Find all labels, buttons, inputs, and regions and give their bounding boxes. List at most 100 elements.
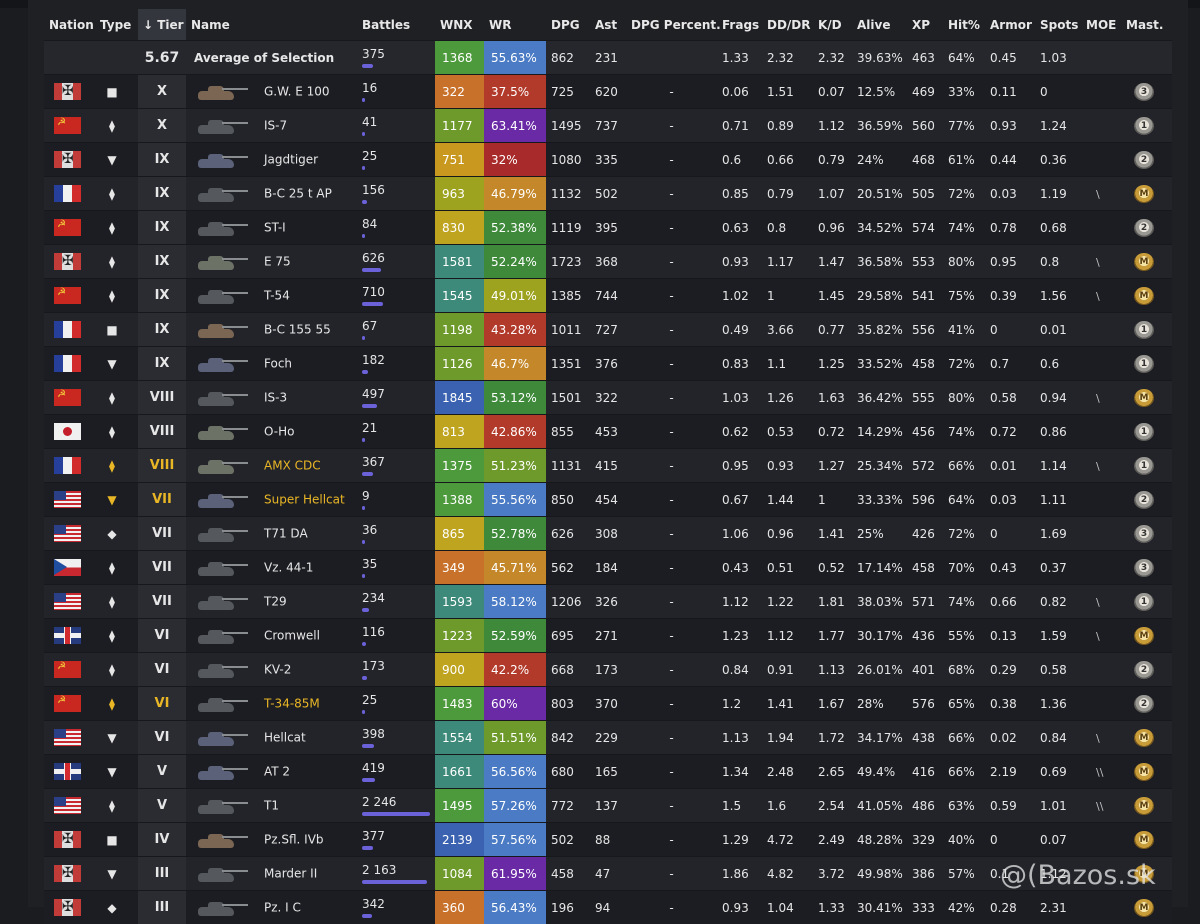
mastery-cell: 2	[1121, 211, 1172, 245]
dddr-cell: 0.89	[762, 109, 813, 143]
column-header-type[interactable]: Type	[95, 9, 138, 41]
table-row[interactable]: ⧫ VII Vz. 44-1 35 349 45.71% 562 184 - 0…	[44, 551, 1172, 585]
table-row[interactable]: ⧫ VI KV-2 173 900 42.2% 668 173 - 0.84 0…	[44, 653, 1172, 687]
table-row[interactable]: ▼ IX Jagdtiger 25 751 32% 1080 335 - 0.6…	[44, 143, 1172, 177]
wnx-cell: 963	[435, 177, 484, 211]
alive-cell: 34.17%	[852, 721, 907, 755]
table-row[interactable]: ⧫ VIII AMX CDC 367 1375 51.23% 1131 415 …	[44, 449, 1172, 483]
table-row[interactable]: ⧫ VI T-34-85M 25 1483 60% 803 370 - 1.2 …	[44, 687, 1172, 721]
column-header-tier[interactable]: ↓ Tier	[138, 9, 186, 41]
tier-cell: IX	[138, 347, 186, 381]
tank-name: T71 DA	[264, 526, 308, 540]
battles-bar	[362, 574, 365, 578]
wr-cell: 56.43%	[484, 891, 546, 924]
column-header-xp[interactable]: XP	[907, 9, 943, 41]
column-header-alive[interactable]: Alive	[852, 9, 907, 41]
table-row[interactable]: ■ IV Pz.Sfl. IVb 377 2139 57.56% 502 88 …	[44, 823, 1172, 857]
type-cell: ⧫	[95, 211, 138, 245]
tank-name: O-Ho	[264, 424, 294, 438]
column-header-moe[interactable]: MOE	[1081, 9, 1121, 41]
column-header-battles[interactable]: Battles	[357, 9, 435, 41]
nation-flag-icon	[54, 865, 81, 882]
nation-cell	[44, 585, 95, 619]
average-row: 5.67 Average of Selection 375 1368 55.63…	[44, 41, 1172, 75]
kd-cell: 0.77	[813, 313, 852, 347]
kd-cell: 1.25	[813, 347, 852, 381]
battles-bar	[362, 200, 367, 204]
mastery-badge-icon: 2	[1134, 219, 1154, 237]
type-cell: ◆	[95, 891, 138, 924]
wr-cell: 57.26%	[484, 789, 546, 823]
table-row[interactable]: ⧫ X IS-7 41 1177 63.41% 1495 737 - 0.71 …	[44, 109, 1172, 143]
nation-cell	[44, 415, 95, 449]
table-row[interactable]: ⧫ IX ST-I 84 830 52.38% 1119 395 - 0.63 …	[44, 211, 1172, 245]
nation-cell	[44, 313, 95, 347]
nation-cell	[44, 653, 95, 687]
table-row[interactable]: ⧫ VI Cromwell 116 1223 52.59% 695 271 - …	[44, 619, 1172, 653]
mastery-cell: 1	[1121, 347, 1172, 381]
xp-cell: 572	[907, 449, 943, 483]
hit-cell: 33%	[943, 75, 985, 109]
ast-cell: 744	[590, 279, 626, 313]
hit-cell: 74%	[943, 585, 985, 619]
column-header-spots[interactable]: Spots	[1035, 9, 1081, 41]
type-cell: ⧫	[95, 415, 138, 449]
wr-cell: 45.71%	[484, 551, 546, 585]
xp-cell: 458	[907, 551, 943, 585]
table-row[interactable]: ■ X G.W. E 100 16 322 37.5% 725 620 - 0.…	[44, 75, 1172, 109]
dpg-cell: 803	[546, 687, 590, 721]
table-row[interactable]: ⧫ VIII O-Ho 21 813 42.86% 855 453 - 0.62…	[44, 415, 1172, 449]
table-row[interactable]: ■ IX B-C 155 55 67 1198 43.28% 1011 727 …	[44, 313, 1172, 347]
column-header-nation[interactable]: Nation	[44, 9, 95, 41]
table-row[interactable]: ▼ VII Super Hellcat 9 1388 55.56% 850 45…	[44, 483, 1172, 517]
name-cell: Hellcat	[186, 721, 357, 755]
kd-cell: 3.72	[813, 857, 852, 891]
table-row[interactable]: ⧫ IX B-C 25 t AP 156 963 46.79% 1132 502…	[44, 177, 1172, 211]
column-header-dpg-percent[interactable]: DPG Percent.	[626, 9, 717, 41]
dddr-cell: 0.51	[762, 551, 813, 585]
battles-cell: 182	[357, 347, 435, 381]
column-header-wr[interactable]: WR	[484, 9, 546, 41]
alive-cell: 36.59%	[852, 109, 907, 143]
kd-cell: 2.54	[813, 789, 852, 823]
table-row[interactable]: ▼ IX Foch 182 1126 46.7% 1351 376 - 0.83…	[44, 347, 1172, 381]
frags-cell: 1.13	[717, 721, 762, 755]
table-row[interactable]: ⧫ IX T-54 710 1545 49.01% 1385 744 - 1.0…	[44, 279, 1172, 313]
column-header-dpg[interactable]: DPG	[546, 9, 590, 41]
wr-cell: 52.78%	[484, 517, 546, 551]
hit-cell: 41%	[943, 313, 985, 347]
dddr-cell: 4.72	[762, 823, 813, 857]
table-row[interactable]: ⧫ VII T29 234 1593 58.12% 1206 326 - 1.1…	[44, 585, 1172, 619]
average-mastery	[1121, 41, 1172, 75]
battles-bar	[362, 744, 374, 748]
column-header-wnx[interactable]: WNX	[435, 9, 484, 41]
column-header-frags[interactable]: Frags	[717, 9, 762, 41]
xp-cell: 416	[907, 755, 943, 789]
dpg-cell: 842	[546, 721, 590, 755]
armor-cell: 0.28	[985, 891, 1035, 924]
dpg-percent-cell: -	[626, 823, 717, 857]
table-row[interactable]: ◆ III Pz. I C 342 360 56.43% 196 94 - 0.…	[44, 891, 1172, 924]
nation-flag-icon	[54, 219, 81, 236]
tank-thumbnail-icon	[194, 354, 252, 374]
column-header-mastery[interactable]: Mast.	[1121, 9, 1172, 41]
table-row[interactable]: ⧫ V T1 2 246 1495 57.26% 772 137 - 1.5 1…	[44, 789, 1172, 823]
table-row[interactable]: ⧫ VIII IS-3 497 1845 53.12% 1501 322 - 1…	[44, 381, 1172, 415]
table-row[interactable]: ▼ V AT 2 419 1661 56.56% 680 165 - 1.34 …	[44, 755, 1172, 789]
xp-cell: 486	[907, 789, 943, 823]
column-header-armor[interactable]: Armor	[985, 9, 1035, 41]
dddr-cell: 1.6	[762, 789, 813, 823]
hit-cell: 61%	[943, 143, 985, 177]
column-header-name[interactable]: Name	[186, 9, 357, 41]
column-header-dddr[interactable]: DD/DR	[762, 9, 813, 41]
frags-cell: 0.83	[717, 347, 762, 381]
table-row[interactable]: ⧫ IX E 75 626 1581 52.24% 1723 368 - 0.9…	[44, 245, 1172, 279]
column-header-hit[interactable]: Hit%	[943, 9, 985, 41]
column-header-ast[interactable]: Ast	[590, 9, 626, 41]
column-header-kd[interactable]: K/D	[813, 9, 852, 41]
battles-cell: 497	[357, 381, 435, 415]
tank-thumbnail-icon	[194, 82, 252, 102]
spots-cell: 1.19	[1035, 177, 1081, 211]
table-row[interactable]: ▼ VI Hellcat 398 1554 51.51% 842 229 - 1…	[44, 721, 1172, 755]
table-row[interactable]: ◆ VII T71 DA 36 865 52.78% 626 308 - 1.0…	[44, 517, 1172, 551]
